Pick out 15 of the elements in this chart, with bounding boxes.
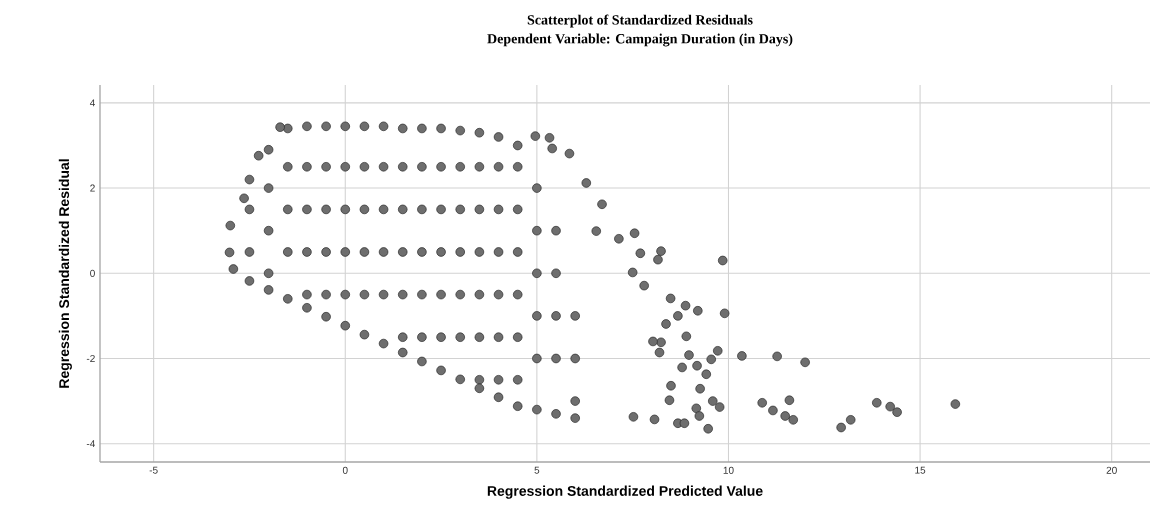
chart-subtitle: Dependent Variable: Campaign Duration (in Days) bbox=[487, 33, 793, 47]
x-tick-label: 5 bbox=[534, 466, 540, 474]
chart-title: Scatterplot of Standardized Residuals bbox=[527, 14, 753, 28]
x-tick-label: -5 bbox=[149, 466, 158, 474]
x-axis-title: Regression Standardized Predicted Value bbox=[487, 485, 763, 499]
x-tick-label: 0 bbox=[342, 466, 348, 474]
x-tick-label: 10 bbox=[723, 466, 734, 474]
y-tick-label: -2 bbox=[86, 354, 95, 362]
y-tick-label: 4 bbox=[89, 99, 95, 107]
y-tick-label: -4 bbox=[86, 440, 95, 448]
y-tick-label: 2 bbox=[90, 184, 95, 192]
x-tick-label: 20 bbox=[1106, 466, 1117, 474]
y-tick-label: 0 bbox=[90, 269, 95, 277]
y-axis-title: Regression Standardized Residual bbox=[58, 159, 72, 388]
x-tick-label: 15 bbox=[915, 466, 926, 474]
